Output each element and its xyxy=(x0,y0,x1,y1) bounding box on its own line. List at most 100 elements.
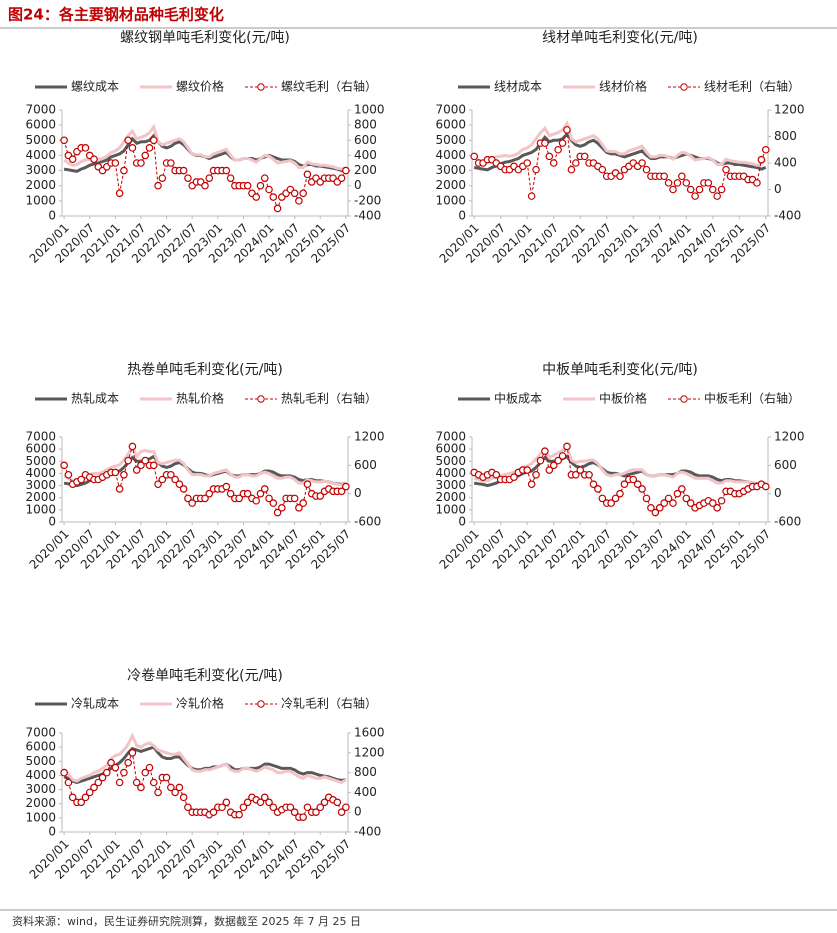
y-tick-label: 4000 xyxy=(435,466,466,480)
y-tick-label: 0 xyxy=(48,515,56,529)
y2-tick-label: -400 xyxy=(354,825,381,839)
y2-tick-label: 0 xyxy=(774,182,782,196)
legend-label: 热轧毛利（右轴） xyxy=(281,391,377,406)
y-tick-label: 6000 xyxy=(25,118,56,132)
point xyxy=(337,174,346,182)
point xyxy=(572,470,580,479)
point xyxy=(260,174,269,182)
point xyxy=(158,174,167,182)
point xyxy=(337,487,346,496)
point xyxy=(761,482,770,491)
point xyxy=(682,179,691,187)
point xyxy=(222,482,231,491)
point xyxy=(594,485,602,493)
point xyxy=(128,442,137,451)
y-tick-label: 7000 xyxy=(25,103,56,117)
point xyxy=(68,793,77,802)
y-tick-label: 5000 xyxy=(25,133,56,147)
point xyxy=(90,783,98,792)
y2-tick-label: 600 xyxy=(354,458,377,472)
legend-label: 螺纹价格 xyxy=(176,79,224,94)
point xyxy=(580,152,589,161)
point xyxy=(60,461,68,470)
y2-tick-label: 0 xyxy=(774,486,782,500)
point xyxy=(235,810,243,819)
point xyxy=(175,783,184,792)
point xyxy=(132,778,141,787)
legend-label: 线材价格 xyxy=(599,79,647,94)
point xyxy=(286,803,295,812)
point xyxy=(260,793,269,802)
y-tick-label: 6000 xyxy=(25,740,56,754)
y-tick-label: 5000 xyxy=(25,454,56,468)
point xyxy=(342,482,350,491)
point xyxy=(115,189,124,198)
y-tick-label: 1000 xyxy=(435,193,466,207)
y-tick-label: 3000 xyxy=(435,163,466,177)
point xyxy=(708,185,717,194)
point xyxy=(243,489,252,498)
y-tick-label: 5000 xyxy=(25,754,56,768)
legend-label: 螺纹毛利（右轴） xyxy=(281,79,377,94)
point xyxy=(145,144,154,152)
y2-tick-label: 400 xyxy=(354,785,377,799)
point xyxy=(222,798,231,807)
point xyxy=(549,159,558,167)
point xyxy=(137,159,145,167)
point xyxy=(303,170,312,179)
y-tick-label: 1000 xyxy=(25,810,56,824)
y-tick-label: 4000 xyxy=(25,148,56,162)
point xyxy=(704,179,713,187)
point xyxy=(124,136,132,145)
legend-label: 冷轧成本 xyxy=(71,697,119,711)
point xyxy=(226,174,235,182)
y-tick-label: 6000 xyxy=(435,442,466,456)
y2-tick-label: 400 xyxy=(774,156,797,170)
point xyxy=(523,466,532,474)
point xyxy=(120,166,128,175)
point xyxy=(523,159,532,167)
point xyxy=(290,808,299,817)
y-tick-label: 2000 xyxy=(25,490,56,504)
y2-tick-label: -400 xyxy=(774,209,801,223)
legend-label: 中板成本 xyxy=(494,391,542,406)
point xyxy=(64,778,73,787)
y-tick-label: 3000 xyxy=(435,478,466,492)
y2-tick-label: 1600 xyxy=(354,726,385,740)
legend-label: 线材成本 xyxy=(494,80,542,94)
point xyxy=(94,778,103,787)
point xyxy=(290,494,299,503)
point xyxy=(115,778,124,787)
point xyxy=(111,159,120,167)
point xyxy=(235,494,243,503)
point xyxy=(256,798,265,807)
chart-title: 线材单吨毛利变化(元/吨) xyxy=(542,30,698,46)
y2-tick-label: -600 xyxy=(774,515,801,529)
series-line xyxy=(63,138,347,210)
point xyxy=(132,466,141,474)
point xyxy=(655,504,664,512)
point xyxy=(273,508,282,517)
figure-title: 图24：各主要钢材品种毛利变化 xyxy=(8,6,224,24)
point xyxy=(107,758,115,767)
chart-title: 中板单吨毛利变化(元/吨) xyxy=(542,362,698,378)
point xyxy=(149,461,158,470)
y-tick-label: 2000 xyxy=(25,178,56,192)
y-tick-label: 1000 xyxy=(435,502,466,516)
point xyxy=(686,499,695,507)
y-tick-label: 6000 xyxy=(25,442,56,456)
point xyxy=(527,192,536,200)
point xyxy=(103,768,111,777)
point xyxy=(171,788,179,797)
point xyxy=(179,485,188,493)
point xyxy=(678,485,686,493)
legend-label: 中板价格 xyxy=(599,391,647,406)
point xyxy=(154,788,162,797)
legend-marker xyxy=(680,395,688,403)
point xyxy=(154,181,162,190)
point xyxy=(554,456,562,465)
point xyxy=(60,768,68,777)
point xyxy=(120,768,128,777)
point xyxy=(510,473,518,481)
point xyxy=(563,126,571,134)
